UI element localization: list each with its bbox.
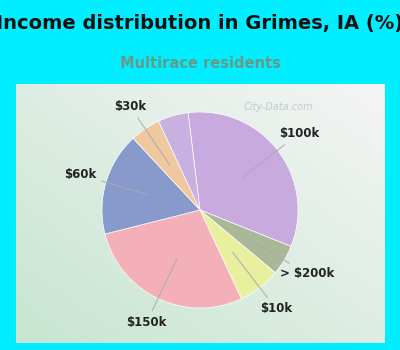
Wedge shape [188, 112, 298, 246]
Wedge shape [133, 121, 200, 210]
Text: $10k: $10k [233, 253, 292, 315]
Text: Multirace residents: Multirace residents [120, 56, 280, 71]
Text: $150k: $150k [126, 259, 177, 329]
Text: City-Data.com: City-Data.com [244, 102, 313, 112]
Wedge shape [102, 138, 200, 234]
Text: Income distribution in Grimes, IA (%): Income distribution in Grimes, IA (%) [0, 14, 400, 33]
Text: $30k: $30k [114, 100, 170, 166]
Wedge shape [105, 210, 242, 308]
Wedge shape [200, 210, 275, 299]
Text: $100k: $100k [242, 127, 319, 177]
Wedge shape [200, 210, 291, 273]
Text: $60k: $60k [64, 168, 148, 195]
Text: > $200k: > $200k [246, 238, 334, 280]
Wedge shape [158, 113, 200, 210]
